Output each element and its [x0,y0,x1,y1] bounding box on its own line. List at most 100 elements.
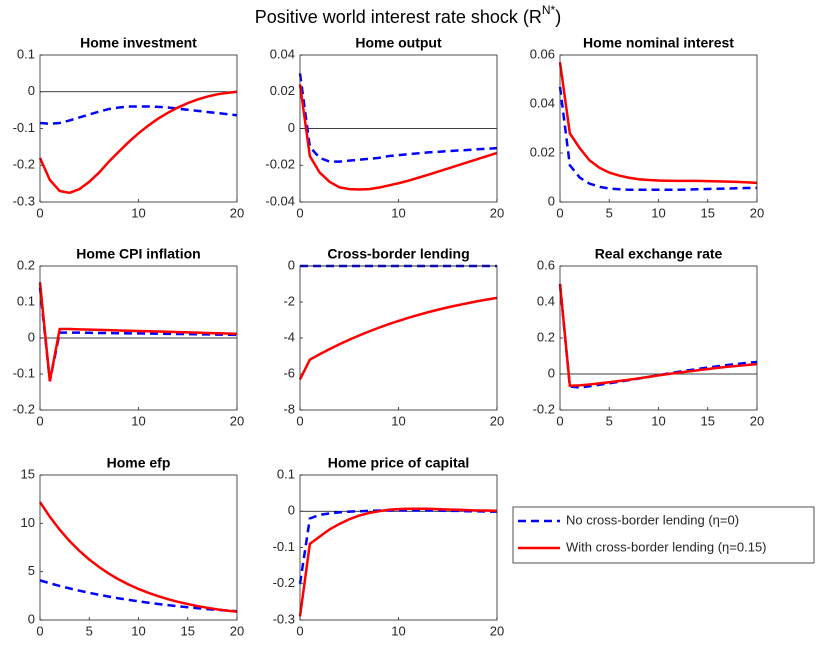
y-tick-label: -0.2 [13,401,35,416]
x-tick-label: 20 [230,205,244,220]
x-tick-label: 10 [131,205,145,220]
axes-frame [39,265,238,411]
axes-frame [39,54,238,203]
x-tick-label: 10 [391,205,405,220]
y-tick-label: -0.3 [13,193,35,208]
series-line [558,283,758,389]
axes-frame [39,474,238,621]
y-tick-label: -0.04 [265,193,295,208]
legend-label: With cross-border lending (η=0.15) [566,539,767,554]
axes-frame [559,265,758,411]
x-tick-label: 10 [651,205,665,220]
x-tick-label: 10 [391,413,405,428]
y-tick-label: -2 [283,293,295,308]
x-tick-label: 10 [131,623,145,638]
title-end: ) [555,7,561,27]
x-tick-label: 0 [556,205,563,220]
y-tick-label: 0 [28,329,35,344]
axes-frame [299,265,498,411]
x-tick-label: 15 [701,205,715,220]
y-tick-label: 0 [28,611,35,626]
y-tick-label: 0.6 [537,257,555,272]
x-tick-label: 0 [296,205,303,220]
y-tick-label: 15 [21,466,35,481]
y-tick-label: 0 [288,257,295,272]
y-tick-label: 10 [21,515,35,530]
x-tick-label: 10 [131,413,145,428]
series-line [38,287,238,382]
y-tick-label: 0 [548,193,555,208]
axes-frame [299,54,498,203]
x-tick-label: 5 [606,413,613,428]
series-line [558,86,758,191]
y-tick-label: 0.02 [270,83,295,98]
y-tick-label: 0.04 [270,46,295,61]
series-line [298,507,498,617]
title-superscript: N* [542,3,556,17]
x-tick-label: 15 [701,413,715,428]
y-tick-label: 0.04 [530,95,555,110]
y-tick-label: 0.4 [537,293,555,308]
panel-title: Home price of capital [328,455,470,471]
series-line [39,579,238,613]
y-tick-label: -0.2 [13,157,35,172]
series-line [298,73,498,163]
panel-title: Home efp [107,455,171,471]
x-tick-label: 5 [86,623,93,638]
x-tick-label: 20 [750,413,764,428]
title-text: Positive world interest rate shock (R [255,7,542,27]
y-tick-label: -0.1 [273,539,295,554]
y-tick-label: 0.1 [277,466,295,481]
y-tick-label: 0 [288,503,295,518]
y-tick-label: -8 [283,401,295,416]
x-tick-label: 10 [391,623,405,638]
x-tick-label: 20 [230,623,244,638]
series-line [39,105,238,125]
panel-title: Home investment [80,35,197,51]
legend-box [512,506,815,564]
y-tick-label: 0 [28,83,35,98]
series-line [38,282,238,382]
y-tick-label: -0.2 [273,575,295,590]
axes-frame [299,474,498,621]
series-line [298,84,498,191]
x-tick-label: 0 [296,413,303,428]
y-tick-label: -0.3 [273,611,295,626]
series-line [558,283,758,387]
y-tick-label: 0.06 [530,46,555,61]
y-tick-label: 0.2 [537,329,555,344]
x-tick-label: 20 [750,205,764,220]
panel-title: Home CPI inflation [76,246,200,262]
x-tick-label: 20 [230,413,244,428]
panel-title: Real exchange rate [595,246,723,262]
series-line [298,509,497,584]
x-tick-label: 0 [296,623,303,638]
x-tick-label: 0 [556,413,563,428]
series-line [38,90,238,195]
x-tick-label: 5 [606,205,613,220]
series-line [298,296,498,380]
x-tick-label: 0 [36,413,43,428]
panel-title: Home output [355,35,442,51]
y-tick-label: 0 [548,365,555,380]
x-tick-label: 20 [490,413,504,428]
y-tick-label: 5 [28,563,35,578]
y-tick-label: 0.02 [530,144,555,159]
x-tick-label: 20 [490,205,504,220]
x-tick-label: 15 [181,623,195,638]
series-line [38,501,238,614]
y-tick-label: 0.2 [17,257,35,272]
y-tick-label: -6 [283,365,295,380]
series-line [558,62,758,185]
figure-title: Positive world interest rate shock (RN*) [255,3,561,27]
panel-title: Cross-border lending [327,246,469,262]
y-tick-label: 0.1 [17,46,35,61]
legend-label: No cross-border lending (η=0) [566,512,739,527]
y-tick-label: -0.2 [533,401,555,416]
y-tick-label: -4 [283,329,295,344]
x-tick-label: 10 [651,413,665,428]
x-tick-label: 0 [36,205,43,220]
y-tick-label: 0.1 [17,293,35,308]
y-tick-label: -0.02 [265,157,295,172]
